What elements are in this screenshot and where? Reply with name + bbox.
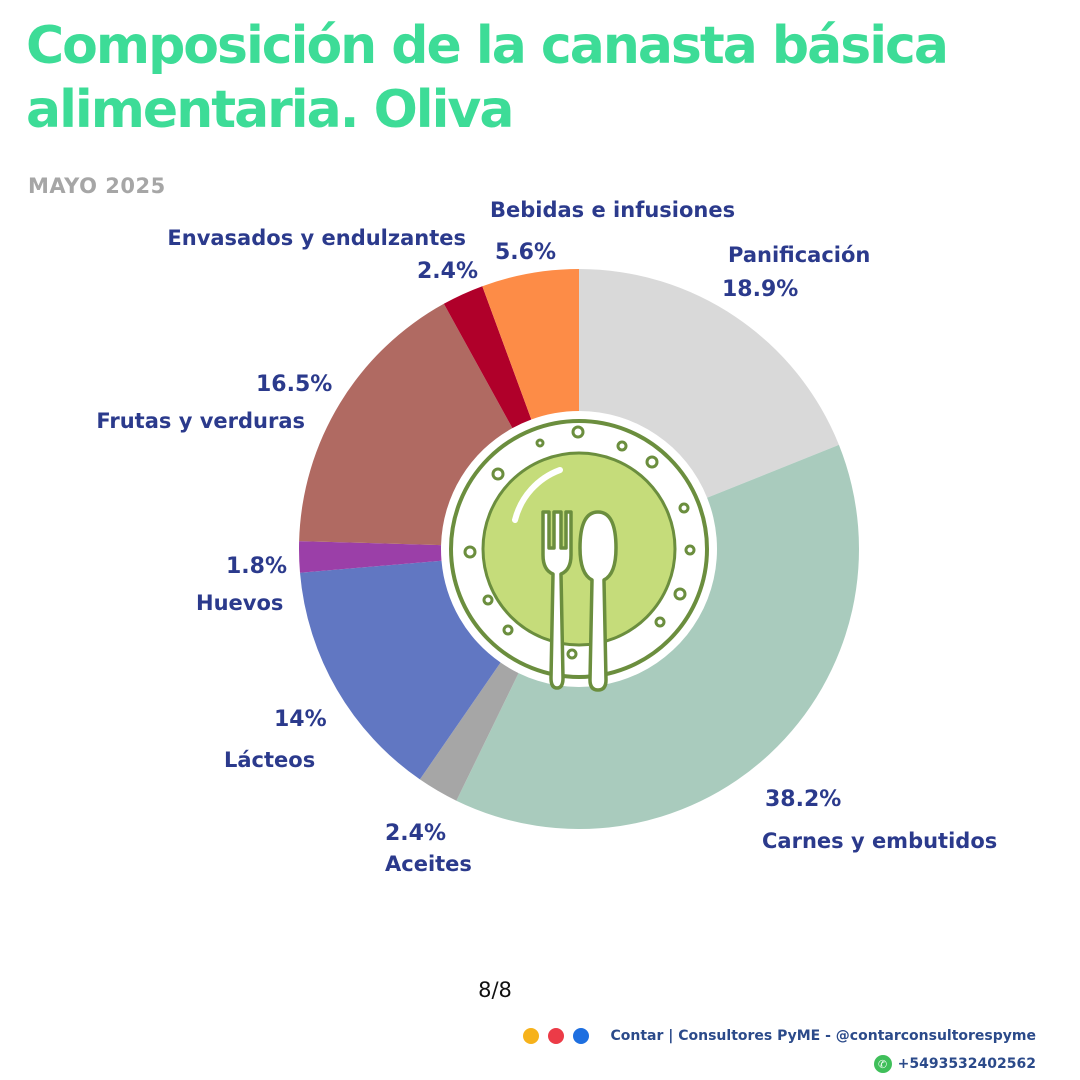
pie-slice-panificacion (579, 269, 839, 498)
footer-phone-number: +5493532402562 (897, 1056, 1036, 1072)
slice-label-envasados-y-endulzantes: Envasados y endulzantes (167, 226, 466, 250)
slice-value-frutas-y-verduras: 16.5% (256, 372, 332, 397)
chart-subtitle: MAYO 2025 (28, 174, 166, 198)
slice-value-envasados-y-endulzantes: 2.4% (417, 259, 478, 284)
slice-value-carnes-y-embutidos: 38.2% (765, 787, 841, 812)
slice-label-panificacion: Panificación (728, 243, 870, 267)
slice-value-huevos: 1.8% (226, 554, 287, 579)
footer-brand: Contar | Consultores PyME - @contarconsu… (523, 1028, 1036, 1044)
slice-label-frutas-y-verduras: Frutas y verduras (96, 409, 305, 433)
slice-label-lacteos: Lácteos (224, 748, 315, 772)
pie-slice-huevos (299, 541, 442, 573)
pie-slice-lacteos (300, 560, 501, 780)
footer-brand-text: Contar | Consultores PyME - @contarconsu… (610, 1028, 1036, 1044)
slice-value-panificacion: 18.9% (722, 277, 798, 302)
brand-dot-red (548, 1028, 565, 1044)
pie-slice-aceites (419, 662, 519, 801)
slice-value-aceites: 2.4% (385, 821, 446, 846)
pie-slice-bebidas-e-infusiones (482, 269, 579, 420)
slice-label-bebidas-e-infusiones: Bebidas e infusiones (490, 198, 735, 222)
brand-dot-blue (573, 1028, 590, 1044)
slice-value-bebidas-e-infusiones: 5.6% (495, 240, 556, 265)
plate-fork-spoon-icon (442, 412, 716, 692)
page-title: Composición de la canasta básica aliment… (26, 16, 949, 140)
brand-dots-icon (523, 1028, 598, 1044)
whatsapp-icon: ✆ (873, 1055, 892, 1073)
pie-slice-frutas-y-verduras (299, 303, 513, 546)
slice-value-lacteos: 14% (274, 707, 327, 732)
page-indicator: 8/8 (478, 978, 512, 1002)
footer-phone: ✆ +5493532402562 (873, 1055, 1036, 1073)
pie-slice-carnes-y-embutidos (456, 444, 859, 829)
slice-label-carnes-y-embutidos: Carnes y embutidos (762, 829, 997, 853)
slice-label-huevos: Huevos (196, 591, 283, 615)
brand-dot-yellow (523, 1028, 540, 1044)
pie-slice-envasados-y-endulzantes (443, 286, 532, 429)
slice-label-aceites: Aceites (385, 852, 472, 876)
